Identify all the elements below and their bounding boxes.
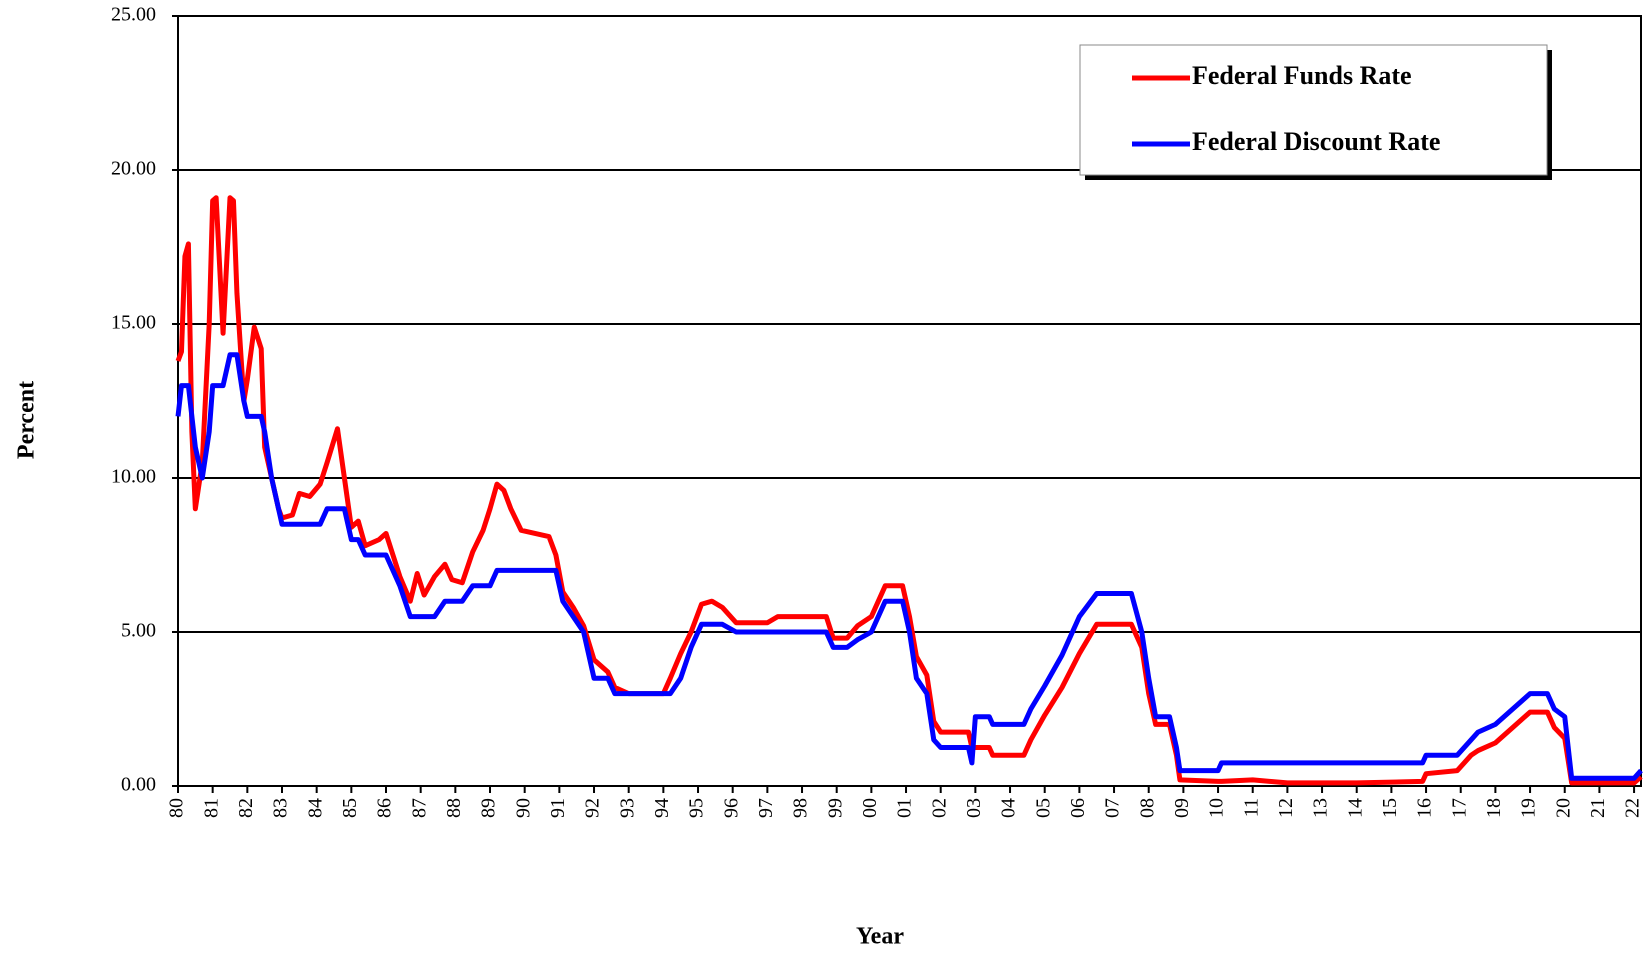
x-tick-label: 82 — [235, 798, 257, 818]
x-tick-label: 21 — [1587, 798, 1609, 818]
x-tick-label: 00 — [859, 798, 881, 818]
x-tick-label: 12 — [1275, 798, 1297, 818]
x-tick-label: 04 — [998, 798, 1020, 818]
x-tick-label: 16 — [1414, 798, 1436, 818]
x-tick-label: 91 — [547, 798, 569, 818]
y-tick-label: 20.00 — [111, 158, 156, 180]
legend-label: Federal Discount Rate — [1192, 127, 1440, 156]
x-tick-label: 05 — [1032, 798, 1054, 818]
x-axis-title: Year — [856, 924, 904, 950]
y-tick-label: 0.00 — [121, 774, 156, 796]
x-tick-label: 19 — [1518, 798, 1540, 818]
y-axis-title: Percent — [14, 381, 40, 459]
x-tick-label: 17 — [1448, 798, 1470, 818]
x-tick-label: 20 — [1552, 798, 1574, 818]
x-tick-label: 01 — [894, 798, 916, 818]
x-tick-label: 98 — [790, 798, 812, 818]
x-tick-label: 84 — [304, 798, 326, 818]
y-tick-label: 25.00 — [111, 4, 156, 26]
x-tick-label: 87 — [408, 798, 430, 818]
series-line — [175, 352, 1643, 781]
x-tick-label: 11 — [1240, 798, 1262, 817]
x-tick-label: 08 — [1136, 798, 1158, 818]
x-tick-label: 99 — [824, 798, 846, 818]
y-tick-label: 10.00 — [111, 466, 156, 488]
x-tick-label: 86 — [374, 798, 396, 818]
x-tick-label: 14 — [1344, 798, 1366, 818]
x-tick-label: 06 — [1067, 798, 1089, 818]
x-tick-label: 18 — [1483, 798, 1505, 818]
x-tick-label: 90 — [512, 798, 534, 818]
x-tick-label: 94 — [651, 798, 673, 818]
x-tick-label: 80 — [166, 798, 188, 818]
x-tick-label: 85 — [339, 798, 361, 818]
x-tick-label: 83 — [270, 798, 292, 818]
x-tick-label: 88 — [443, 798, 465, 818]
x-tick-label: 93 — [616, 798, 638, 818]
legend-label: Federal Funds Rate — [1192, 61, 1412, 90]
series-line — [175, 195, 1643, 786]
x-tick-label: 92 — [582, 798, 604, 818]
legend — [1079, 44, 1548, 176]
x-tick-label: 09 — [1171, 798, 1193, 818]
x-tick-label: 07 — [1102, 798, 1124, 818]
x-tick-label: 95 — [686, 798, 708, 818]
x-tick-label: 22 — [1622, 798, 1644, 818]
x-tick-label: 81 — [200, 798, 222, 818]
x-tick-label: 02 — [928, 798, 950, 818]
y-tick-label: 15.00 — [111, 312, 156, 334]
x-tick-label: 97 — [755, 798, 777, 818]
y-tick-label: 5.00 — [121, 620, 156, 642]
x-tick-label: 96 — [720, 798, 742, 818]
x-tick-label: 10 — [1206, 798, 1228, 818]
x-tick-label: 89 — [478, 798, 500, 818]
x-tick-label: 13 — [1310, 798, 1332, 818]
x-tick-label: 03 — [963, 798, 985, 818]
x-tick-label: 15 — [1379, 798, 1401, 818]
